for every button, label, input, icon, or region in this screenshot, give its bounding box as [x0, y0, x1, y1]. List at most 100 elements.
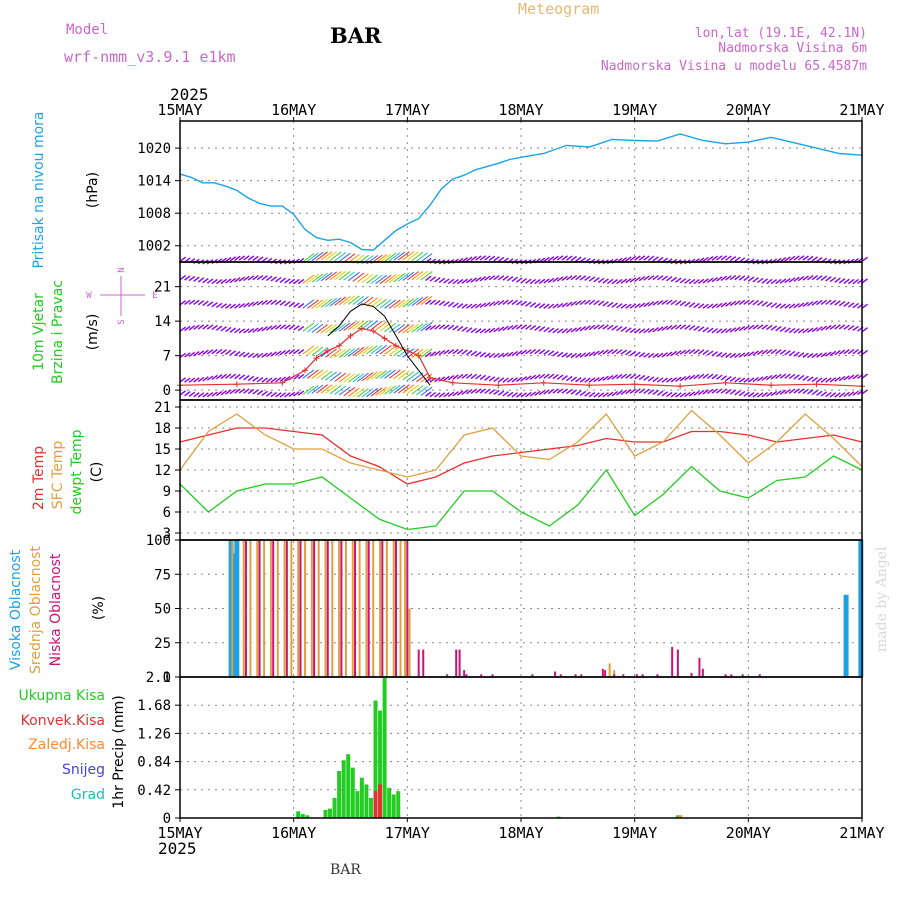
wind-barb — [697, 373, 705, 379]
y-tick-label: 0 — [163, 670, 171, 686]
wind-barb — [556, 388, 564, 394]
wind-barb — [438, 392, 446, 398]
total-precip-bar — [373, 700, 378, 818]
wind-barb — [797, 374, 805, 381]
wind-barb — [188, 391, 196, 397]
wind-unit-label: (m/s) — [85, 314, 101, 351]
wind-barb — [225, 256, 232, 263]
low-cloud-bar — [406, 540, 409, 677]
wind-barb — [702, 303, 709, 309]
wind-barb — [811, 352, 819, 359]
low-cloud-bar — [394, 540, 397, 677]
wind-barb — [597, 277, 605, 284]
wind-barb — [411, 323, 424, 333]
wind-barb — [379, 345, 392, 355]
wind-barb — [466, 303, 473, 309]
wind-barb — [797, 275, 805, 282]
wind-barb — [316, 251, 328, 261]
wind-barb — [470, 303, 478, 309]
wind-barb — [716, 302, 723, 309]
wind-speed-marker — [631, 381, 638, 388]
wind-barb — [384, 274, 397, 284]
wind-barb — [788, 277, 796, 283]
wind-barb — [402, 271, 415, 281]
time-tick-label-bottom: 20MAY — [726, 824, 771, 842]
wind-barb — [352, 373, 365, 383]
wind-barb — [843, 301, 850, 307]
wind-barb — [588, 391, 596, 398]
wind-barb — [488, 301, 496, 307]
wind-barb — [611, 374, 618, 380]
wind-barb — [629, 388, 637, 394]
wind-barb — [229, 388, 237, 395]
frozen-precip-bar — [678, 815, 683, 818]
mid-cloud-bar — [304, 540, 307, 677]
wind-barb — [225, 303, 232, 309]
wind-barb — [320, 384, 333, 394]
wind-barb — [807, 301, 814, 307]
wind-barb — [593, 277, 600, 283]
wind-barb — [302, 369, 315, 379]
wind-barb — [343, 373, 356, 383]
wind-barb — [343, 348, 356, 358]
time-tick-label-top: 18MAY — [498, 101, 543, 119]
wind-barb — [516, 277, 523, 283]
wind-barb — [797, 302, 805, 308]
wind-barb — [679, 376, 687, 382]
wind-barb — [238, 328, 246, 334]
wind-barb — [347, 321, 360, 331]
wind-barb — [620, 326, 628, 332]
wind-barb — [193, 324, 200, 330]
wind-barb — [543, 326, 550, 333]
year-bottom-label: 2025 — [158, 839, 197, 858]
y-tick-label: 7 — [163, 349, 171, 365]
wind-barb — [447, 391, 455, 397]
wind-barb — [561, 255, 568, 261]
total-precip-bar — [337, 771, 342, 818]
wind-barb — [538, 373, 546, 380]
wind-barb — [697, 389, 705, 396]
wind-barb — [652, 389, 659, 396]
wind-barb — [697, 349, 705, 355]
wind-barb — [616, 303, 623, 309]
time-tick-label-top: 20MAY — [726, 101, 771, 119]
wind-barb — [670, 324, 678, 330]
year-top-label: 2025 — [170, 85, 209, 104]
wind-barb — [420, 253, 433, 263]
wind-barb — [811, 256, 819, 262]
wind-barb — [493, 256, 500, 262]
wind-barb — [725, 352, 732, 359]
wind-barb — [797, 255, 805, 261]
y-tick-label: 1008 — [137, 206, 171, 222]
wind-barb — [370, 274, 383, 285]
wind-barb — [325, 271, 337, 281]
wind-barb — [338, 386, 351, 396]
wind-barb — [443, 278, 450, 284]
wind-barb — [461, 303, 468, 309]
wind-barb — [516, 350, 523, 356]
wind-barb — [497, 299, 505, 306]
wind-barb — [184, 377, 191, 383]
wind-barb — [816, 352, 823, 358]
wind-barb — [238, 255, 246, 261]
wind-barb — [711, 255, 718, 261]
wind-barb — [265, 299, 273, 305]
wind-speed-marker — [324, 347, 331, 354]
wind-barb — [347, 295, 360, 305]
wind-barb — [807, 275, 814, 281]
wind-barb — [738, 275, 746, 281]
wind-barb — [752, 324, 759, 330]
wind-barb — [466, 350, 473, 356]
wind-barb — [547, 256, 555, 262]
wind-barb — [475, 276, 482, 283]
wind-barb — [393, 273, 406, 283]
wind-barb — [302, 385, 315, 395]
total-precip-bar — [382, 677, 387, 818]
wind-barb — [466, 278, 473, 284]
wind-barb — [588, 276, 596, 282]
wind-barb — [211, 348, 218, 355]
wind-barb — [243, 328, 250, 334]
y-tick-label: 2.1 — [146, 670, 171, 686]
wind-barb — [456, 325, 464, 332]
wind-barb — [429, 276, 437, 282]
